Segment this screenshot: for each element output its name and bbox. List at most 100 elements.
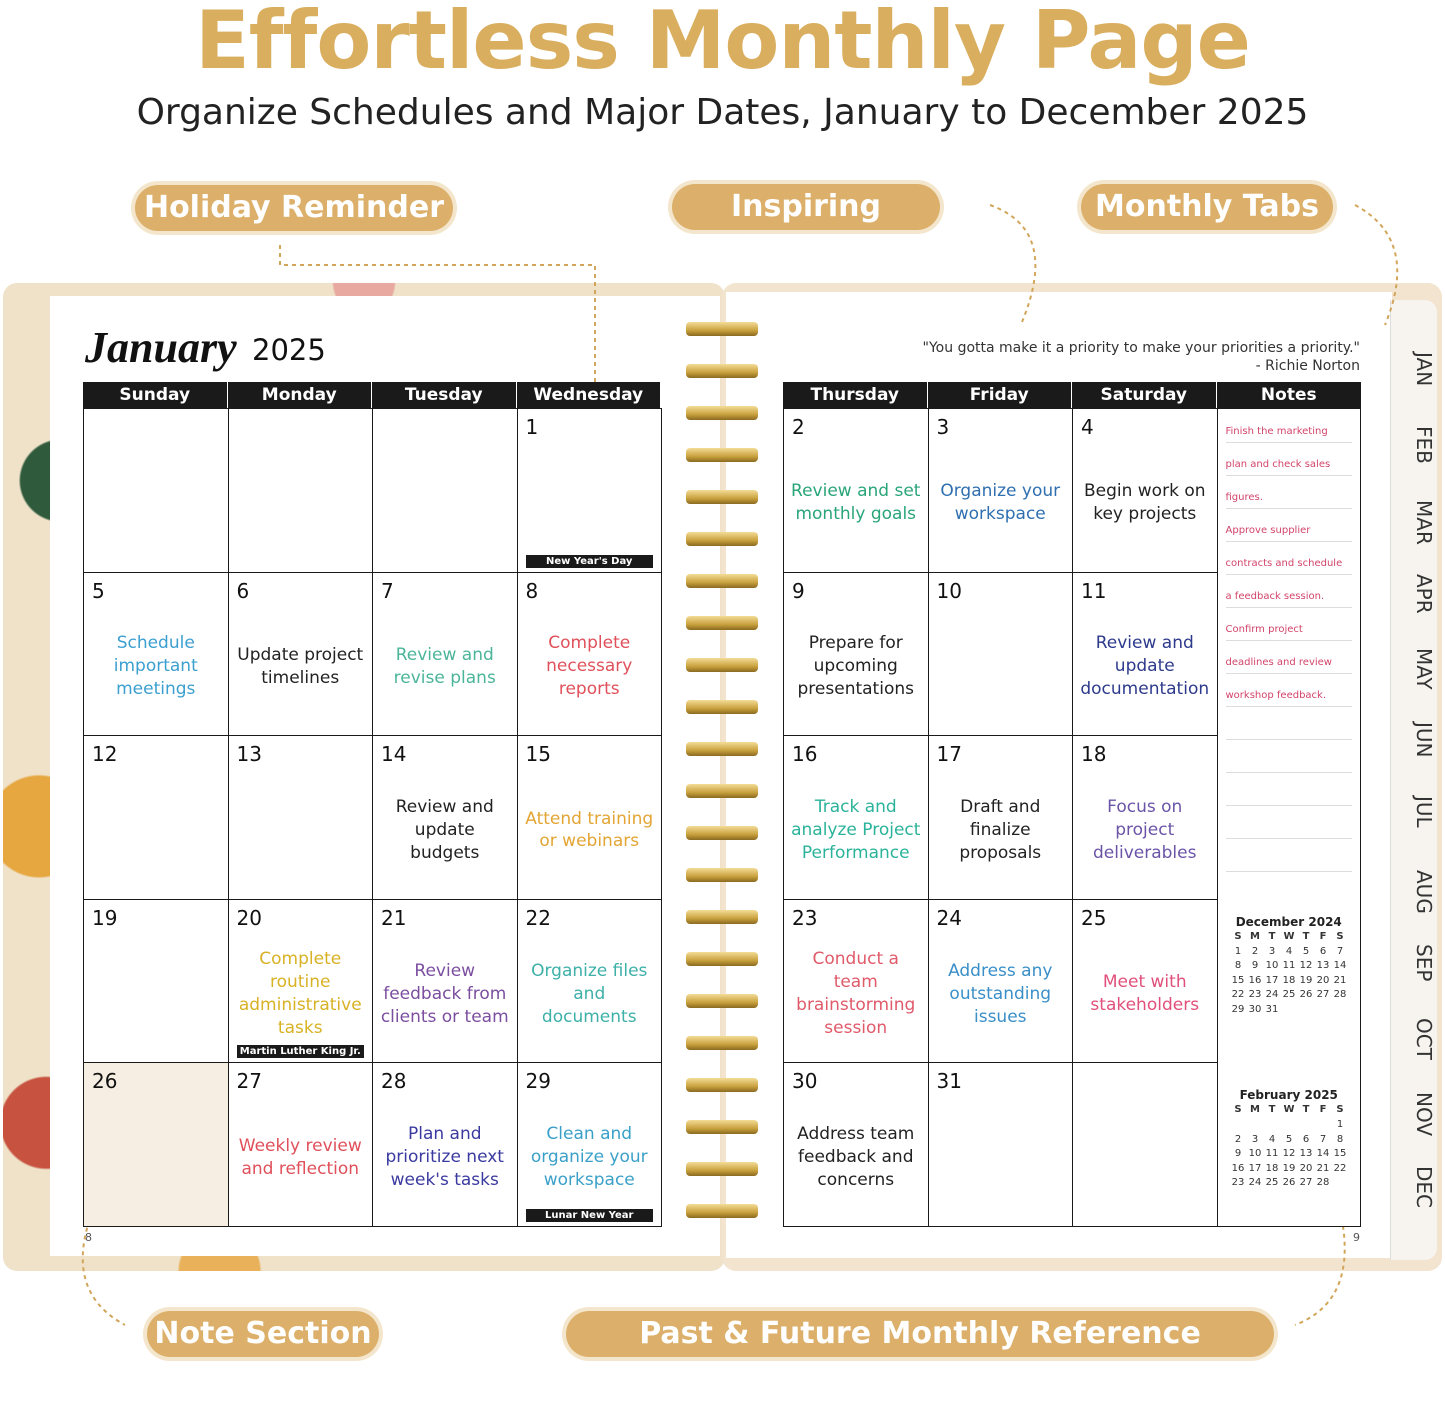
callout: Note Section: [147, 1311, 379, 1357]
day-cell: 18 Focus on project deliverables: [1072, 735, 1218, 900]
handwritten-note: Begin work on key projects: [1083, 481, 1206, 525]
mini-weekday: M: [1250, 1104, 1260, 1116]
year: 2025: [252, 333, 326, 367]
day-cell: 2 Review and set monthly goals: [783, 408, 929, 573]
day-number: 28: [381, 1069, 407, 1094]
day-number: 24: [936, 905, 962, 930]
handwritten-note: Meet with stakeholders: [1090, 972, 1200, 1016]
mini-weekday: W: [1283, 930, 1295, 942]
spiral-ring: [686, 742, 758, 756]
day-cell: 31: [927, 1062, 1073, 1227]
mini-day: 14: [1333, 960, 1347, 972]
month-tab: JUL: [1412, 796, 1436, 828]
spiral-ring: [686, 574, 758, 588]
day-cell: 25 Meet with stakeholders: [1072, 898, 1218, 1064]
mini-day: 9: [1234, 1148, 1242, 1160]
weekday-header: Sunday: [83, 382, 227, 408]
mini-day: 20: [1299, 1162, 1313, 1174]
mini-day: 2: [1234, 1133, 1242, 1145]
notes-header: Notes: [1216, 382, 1361, 408]
mini-day: 3: [1251, 1133, 1259, 1145]
ruled-line: [1225, 838, 1352, 872]
mini-day: 17: [1265, 974, 1279, 986]
day-number: 19: [92, 905, 118, 930]
note-line: plan and check sales: [1225, 442, 1352, 476]
day-number: 5: [92, 578, 105, 603]
mini-day: 27: [1299, 1177, 1313, 1189]
day-cell: 20 Complete routine administrative tasks M…: [227, 898, 373, 1070]
day-cell: 21 Review feedback from clients or team: [372, 898, 518, 1064]
spiral-ring: [686, 364, 758, 378]
mini-day: 26: [1299, 989, 1313, 1001]
day-number: 10: [936, 578, 962, 603]
month-tab: JUN: [1412, 722, 1436, 758]
handwritten-note: Clean and organize your workspace: [530, 1124, 648, 1191]
callout: Monthly Tabs: [1081, 184, 1333, 230]
callout: Inspiring Quotes: [672, 184, 940, 270]
mini-day: 22: [1231, 989, 1245, 1001]
spiral-ring: [686, 448, 758, 462]
day-number: 3: [936, 415, 950, 439]
notes-column: Finish the marketing plan and check sales…: [1216, 408, 1361, 1227]
mini-day: 10: [1265, 960, 1279, 972]
mini-day: 24: [1265, 989, 1279, 1001]
handwritten-note: Prepare for upcoming presentations: [797, 633, 914, 700]
day-cell: 23 Conduct a team brainstorming session: [783, 898, 929, 1064]
weekday-header: Tuesday: [372, 382, 516, 408]
mini-day: 17: [1248, 1162, 1262, 1174]
mini-weekday: T: [1302, 1104, 1310, 1116]
spiral-ring: [686, 994, 758, 1008]
mini-day: 23: [1248, 989, 1262, 1001]
mini-day: 9: [1251, 960, 1259, 972]
note-line: a feedback session.: [1225, 574, 1352, 608]
day-cell: 17 Draft and finalize proposals: [927, 735, 1073, 900]
day-number: 16: [792, 742, 818, 767]
mini-day: 1: [1234, 945, 1242, 957]
day-number: 20: [236, 905, 262, 930]
spiral-ring: [686, 616, 758, 630]
mini-day: 31: [1265, 1003, 1279, 1015]
day-number: 7: [381, 578, 394, 603]
callout: Holiday Reminder: [135, 185, 453, 231]
ruled-line: [1225, 772, 1352, 806]
mini-day: 19: [1299, 974, 1313, 986]
day-cell: 7 Review and revise plans: [372, 571, 518, 737]
mini-day: 7: [1319, 1133, 1327, 1145]
mini-day: 19: [1282, 1162, 1296, 1174]
day-cell: 15 Attend training or webinars: [516, 735, 662, 900]
mini-day: 30: [1248, 1003, 1262, 1015]
mini-day: 27: [1316, 989, 1330, 1001]
note-line: Approve supplier: [1225, 508, 1352, 542]
handwritten-note: Review and update documentation: [1080, 633, 1210, 700]
day-number: 2: [792, 415, 805, 439]
day-number: 23: [792, 905, 818, 930]
mini-day: 25: [1265, 1177, 1279, 1189]
handwritten-note: Track and analyze Project Performance: [791, 797, 921, 863]
mini-weekday: F: [1319, 1104, 1327, 1116]
spiral-ring: [686, 322, 758, 336]
handwritten-note: Weekly review and reflection: [238, 1135, 362, 1179]
day-cell: 8 Complete necessary reports: [516, 571, 662, 737]
weekday-header: Friday: [927, 382, 1071, 408]
mini-calendar-title: December 2024: [1235, 914, 1342, 929]
spiral-ring: [686, 910, 758, 924]
day-number: 18: [1081, 742, 1107, 767]
note-line: deadlines and review: [1225, 640, 1352, 674]
page-number: 9: [1353, 1231, 1360, 1244]
mini-day: 6: [1302, 1133, 1310, 1145]
day-number: 30: [792, 1069, 818, 1094]
mini-day: 10: [1248, 1148, 1262, 1160]
day-cell: 9 Prepare for upcoming presentations: [783, 571, 929, 737]
note-line: workshop feedback.: [1225, 673, 1352, 707]
mini-day: 18: [1282, 974, 1296, 986]
spiral-ring: [686, 1036, 758, 1050]
handwritten-note: Review feedback from clients or team: [380, 960, 509, 1027]
day-cell: [372, 408, 518, 573]
note-line: Confirm project: [1225, 607, 1352, 641]
mini-weekday: M: [1250, 930, 1260, 942]
mini-day: 8: [1336, 1133, 1344, 1145]
month-tab: DEC: [1412, 1166, 1436, 1209]
handwritten-note: Draft and finalize proposals: [959, 797, 1042, 863]
mini-day: 1: [1336, 1119, 1344, 1131]
mini-day: 23: [1231, 1177, 1245, 1189]
